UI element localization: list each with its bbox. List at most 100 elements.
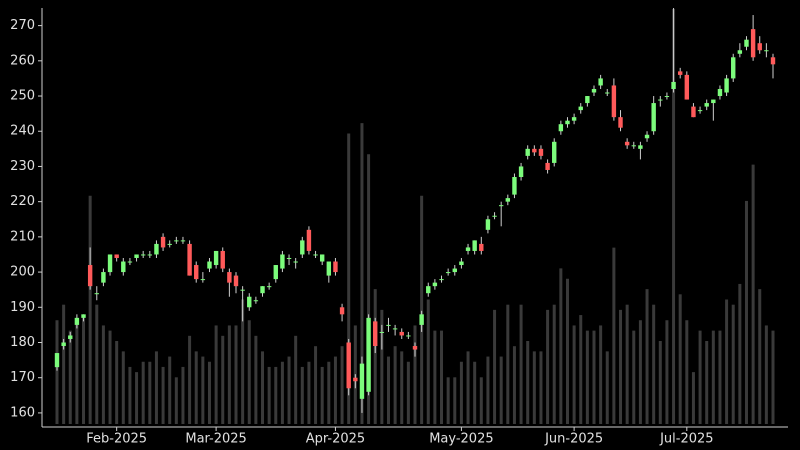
- candle-body: [525, 148, 530, 156]
- candle-body: [233, 275, 239, 287]
- candle-body: [240, 289, 245, 291]
- volume-bar: [347, 133, 351, 424]
- volume-bar: [539, 351, 543, 424]
- volume-bar: [420, 195, 424, 424]
- volume-bar: [254, 335, 258, 424]
- volume-bar: [234, 325, 238, 424]
- candle-body: [74, 317, 80, 325]
- candle-body: [187, 243, 192, 276]
- candle-body: [114, 254, 119, 258]
- candle-body: [578, 106, 583, 111]
- volume-bar: [181, 366, 185, 424]
- candle-body: [658, 99, 663, 101]
- volume-bar: [625, 304, 629, 424]
- candle-body: [359, 363, 365, 399]
- volume-bar: [413, 325, 417, 424]
- volume-bar: [493, 309, 497, 424]
- volume-bar: [55, 320, 59, 424]
- volume-bar: [314, 346, 318, 424]
- volume-bar: [652, 304, 656, 424]
- candle-body: [333, 261, 338, 273]
- volume-bar: [426, 299, 430, 424]
- candle-body: [631, 145, 636, 147]
- candle-body: [452, 268, 457, 273]
- candle-body: [406, 335, 411, 337]
- candle-body: [558, 124, 564, 132]
- volume-bar: [440, 330, 444, 424]
- candle-body: [432, 282, 438, 287]
- candle-body: [306, 229, 312, 251]
- candle-body: [638, 145, 643, 149]
- candle-body: [87, 265, 93, 287]
- candle-body: [220, 250, 225, 269]
- candle-body: [552, 141, 557, 163]
- candle-body: [764, 50, 769, 52]
- candle-body: [174, 240, 179, 242]
- candle-body: [266, 286, 272, 288]
- volume-bar: [327, 361, 331, 424]
- candle-body: [472, 240, 477, 251]
- candle-body: [691, 106, 696, 118]
- candle-body: [757, 43, 762, 51]
- candle-body: [392, 328, 398, 330]
- candle-body: [313, 254, 318, 256]
- candle-body: [624, 141, 630, 146]
- candle-body: [505, 198, 511, 202]
- y-tick-label: 210: [10, 229, 35, 244]
- candle-body: [253, 300, 259, 302]
- y-tick-label: 260: [10, 53, 35, 68]
- candle-body: [247, 296, 252, 308]
- candle-body: [81, 314, 86, 318]
- volume-bar: [101, 325, 105, 424]
- candle-body: [260, 286, 265, 294]
- candle-body: [293, 261, 298, 263]
- volume-bar: [572, 325, 576, 424]
- volume-bar: [559, 268, 563, 424]
- candle-body: [373, 321, 378, 347]
- candle-body: [671, 81, 676, 89]
- candle-body: [591, 88, 597, 93]
- candle-body: [585, 96, 590, 104]
- volume-bar: [658, 341, 662, 424]
- candle-body: [273, 265, 278, 280]
- volume-bar: [705, 341, 709, 424]
- volume-bar: [75, 320, 79, 424]
- candle-body: [618, 117, 623, 128]
- candle-body: [147, 254, 153, 256]
- candle-body: [94, 293, 99, 295]
- candle-body: [611, 85, 617, 118]
- candle-body: [465, 247, 471, 251]
- candle-body: [697, 110, 703, 112]
- volume-bar: [373, 289, 377, 424]
- volume-bar: [678, 294, 682, 424]
- volume-bar: [141, 361, 145, 424]
- candle-body: [459, 261, 464, 266]
- volume-bar: [333, 356, 337, 424]
- volume-bar: [121, 351, 125, 424]
- volume-bar: [188, 335, 192, 424]
- candle-body: [366, 317, 371, 392]
- candle-body: [339, 307, 345, 315]
- volume-bar: [274, 366, 278, 424]
- volume-bar: [565, 278, 569, 424]
- volume-bar: [506, 304, 510, 424]
- x-tick-label: Feb-2025: [86, 432, 147, 447]
- volume-bar: [247, 320, 251, 424]
- candle-body: [724, 78, 729, 93]
- candle-body: [412, 346, 418, 350]
- candle-body: [498, 205, 504, 207]
- y-tick-label: 230: [10, 159, 35, 174]
- candle-body: [598, 78, 603, 86]
- candle-body: [386, 324, 391, 326]
- candle-body: [439, 279, 444, 281]
- volume-bar: [771, 330, 775, 424]
- candle-body: [445, 272, 451, 274]
- volume-bar: [194, 351, 198, 424]
- volume-bar: [758, 289, 762, 424]
- volume-bar: [300, 366, 304, 424]
- candle-body: [167, 243, 172, 245]
- volume-bar: [479, 377, 483, 424]
- candle-body: [644, 134, 650, 139]
- volume-bar: [280, 361, 284, 424]
- y-tick-label: 270: [10, 18, 35, 33]
